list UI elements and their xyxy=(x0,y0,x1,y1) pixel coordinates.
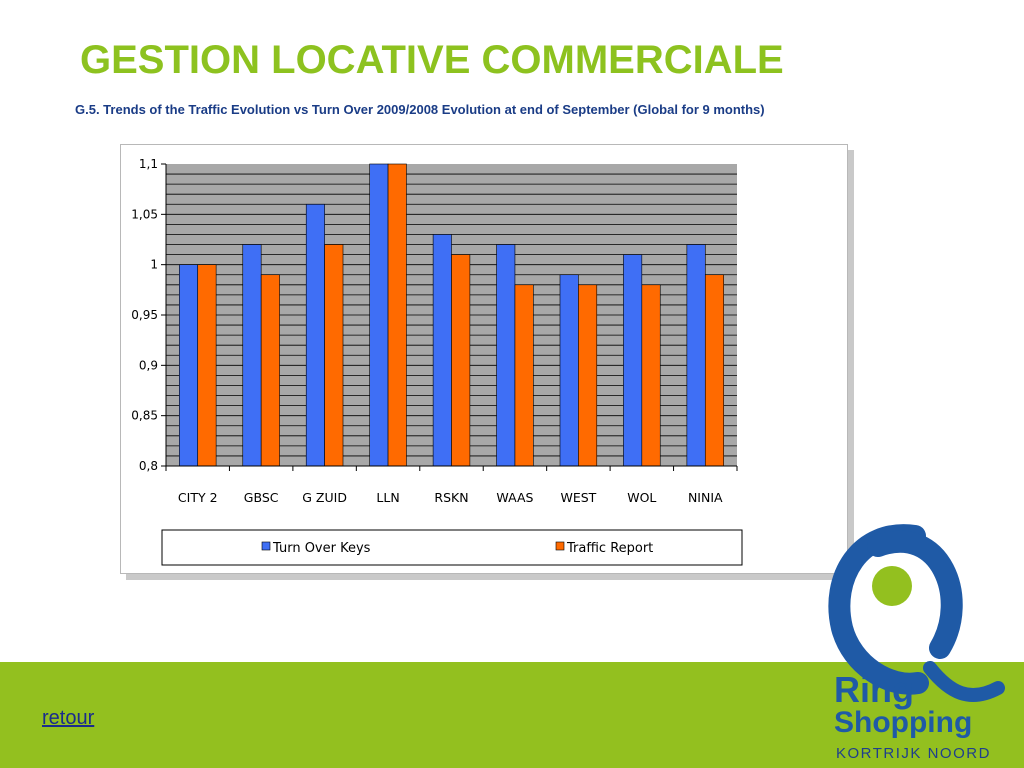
y-tick-label: 1,05 xyxy=(131,207,158,221)
bar-turn-over-keys-waas xyxy=(496,244,516,467)
chart-subtitle: G.5. Trends of the Traffic Evolution vs … xyxy=(75,102,765,117)
bar-turn-over-keys-ninia xyxy=(686,244,706,467)
bar-turn-over-keys-city-2 xyxy=(179,264,199,467)
footer-bar xyxy=(0,662,1024,768)
y-tick-label: 0,95 xyxy=(131,308,158,322)
logo-ring-tail xyxy=(923,661,1005,703)
x-tick-label: LLN xyxy=(376,490,399,505)
x-tick-label: CITY 2 xyxy=(178,490,218,505)
bar-traffic-report-waas xyxy=(514,284,534,467)
y-tick-label: 0,9 xyxy=(139,358,158,372)
x-tick-label: G ZUID xyxy=(302,490,347,505)
x-tick-label: RSKN xyxy=(434,490,468,505)
bar-turn-over-keys-west xyxy=(559,274,579,467)
x-tick-label: WEST xyxy=(560,490,596,505)
x-tick-label: WOL xyxy=(627,490,656,505)
bar-traffic-report-rskn xyxy=(451,254,471,467)
retour-link[interactable]: retour xyxy=(42,707,95,729)
bar-turn-over-keys-lln xyxy=(369,163,389,467)
page-title: GESTION LOCATIVE COMMERCIALE xyxy=(80,38,784,82)
legend-swatch-traffic-report xyxy=(555,541,565,551)
x-tick-labels: CITY 2 GBSC G ZUID LLN RSKN WAAS WEST WOL NINIA xyxy=(178,490,723,505)
bar-traffic-report-ninia xyxy=(704,274,724,467)
bar-turn-over-keys-g-zuid xyxy=(305,203,325,467)
bar-traffic-report-city-2 xyxy=(197,264,217,467)
x-tick-label: GBSC xyxy=(244,490,279,505)
y-tick-label: 1,1 xyxy=(139,157,158,171)
y-tick-label: 1 xyxy=(150,258,158,272)
bars xyxy=(179,163,724,467)
bar-chart: 0,8 0,85 0,9 0,95 1 1,05 1,1 CITY 2 GBSC G ZUID L… xyxy=(131,157,743,566)
y-tick-label: 0,8 xyxy=(139,459,158,473)
legend-swatch-turn-over-keys xyxy=(261,541,271,551)
legend: Turn Over Keys Traffic Report xyxy=(161,529,743,566)
x-tick-label: WAAS xyxy=(496,490,533,505)
axes xyxy=(161,163,738,471)
bar-traffic-report-gbsc xyxy=(260,274,280,467)
logo-text-kortrijk-noord: KORTRIJK NOORD xyxy=(836,745,991,762)
logo-green-dot xyxy=(872,566,912,606)
logo-text-shopping: Shopping xyxy=(834,706,972,739)
bar-turn-over-keys-wol xyxy=(623,254,643,467)
legend-label-traffic-report: Traffic Report xyxy=(566,541,653,556)
bar-turn-over-keys-rskn xyxy=(432,234,452,467)
logo-text-ring: Ring xyxy=(834,669,914,710)
x-tick-label: NINIA xyxy=(688,490,723,505)
bar-traffic-report-g-zuid xyxy=(324,244,344,467)
logo-ring-arc xyxy=(828,524,929,695)
bar-traffic-report-wol xyxy=(641,284,661,467)
logo-ring-arc-right xyxy=(867,530,963,659)
ring-shopping-logo-icon: Ring Shopping KORTRIJK NOORD xyxy=(828,524,1005,762)
y-tick-label: 0,85 xyxy=(131,409,158,423)
y-tick-labels: 0,8 0,85 0,9 0,95 1 1,05 1,1 xyxy=(131,157,158,473)
bar-traffic-report-lln xyxy=(387,163,407,467)
bar-traffic-report-west xyxy=(578,284,598,467)
legend-label-turn-over-keys: Turn Over Keys xyxy=(272,541,371,556)
legend-box xyxy=(161,529,743,566)
bar-turn-over-keys-gbsc xyxy=(242,244,262,467)
